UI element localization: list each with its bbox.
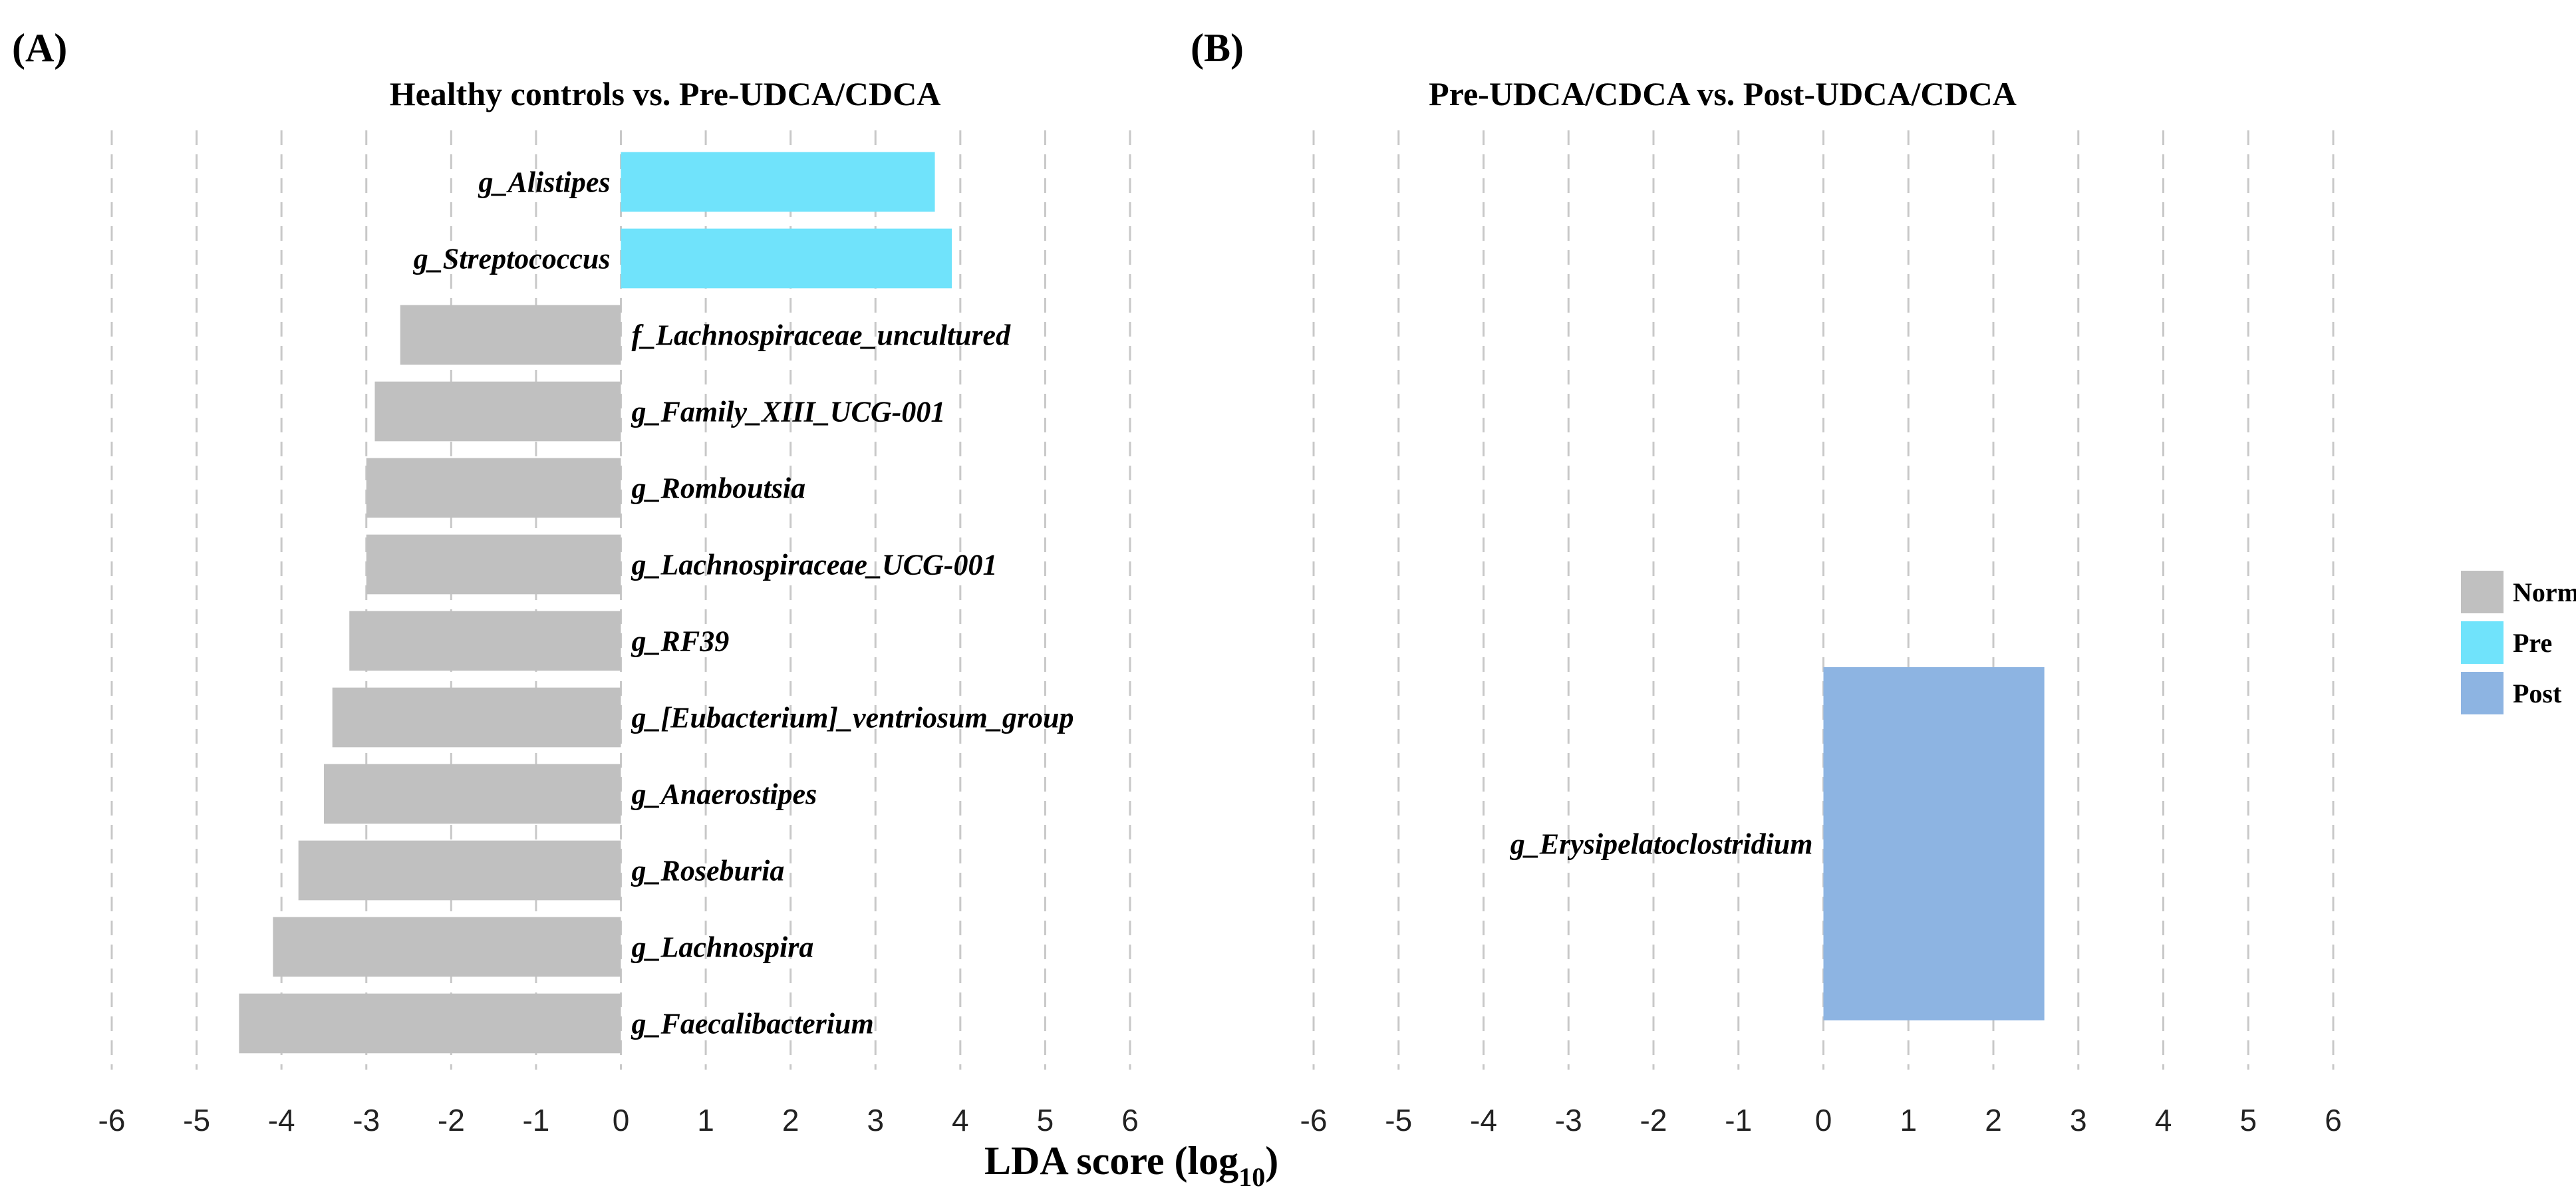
bar — [323, 764, 621, 824]
legend: Normal Pre Post — [2461, 571, 2576, 714]
legend-swatch — [2461, 571, 2504, 613]
bar — [273, 917, 621, 977]
bar-label: g_Alistipes — [478, 166, 610, 199]
legend-label: Pre — [2513, 628, 2552, 658]
legend-swatch — [2461, 621, 2504, 664]
x-tick-label: 2 — [782, 1103, 799, 1137]
x-axis-title-close: ) — [1265, 1139, 1278, 1183]
panel-a: (A) Healthy controls vs. Pre-UDCA/CDCA g… — [12, 26, 1139, 1137]
x-tick-label: 3 — [867, 1103, 884, 1137]
panel-a-bars — [239, 152, 952, 1054]
x-tick-label: 1 — [697, 1103, 714, 1137]
x-tick-label: 5 — [1037, 1103, 1054, 1137]
bar-label: g_Faecalibacterium — [631, 1008, 874, 1040]
panel-a-label: (A) — [12, 26, 67, 70]
x-tick-label: 3 — [2070, 1103, 2087, 1137]
x-tick-label: 4 — [952, 1103, 969, 1137]
panel-b: (B) Pre-UDCA/CDCA vs. Post-UDCA/CDCA g_E… — [1191, 26, 2342, 1137]
x-tick-label: 1 — [1900, 1103, 1917, 1137]
bar — [349, 611, 621, 671]
x-axis-title-main: LDA score (log — [984, 1139, 1238, 1183]
x-axis-title-subscript: 10 — [1238, 1162, 1265, 1192]
x-tick-label: 0 — [613, 1103, 630, 1137]
bar-label: g_Romboutsia — [631, 472, 806, 505]
bar — [366, 534, 621, 595]
x-tick-label: -2 — [1640, 1103, 1667, 1137]
panel-a-title: Healthy controls vs. Pre-UDCA/CDCA — [390, 75, 941, 112]
legend-label: Post — [2513, 678, 2562, 708]
x-tick-label: -5 — [1385, 1103, 1412, 1137]
bar-label: g_RF39 — [631, 625, 730, 658]
bar — [400, 305, 621, 365]
bar-label: g_[Eubacterium]_ventriosum_group — [631, 702, 1074, 734]
x-tick-label: -2 — [438, 1103, 465, 1137]
bar — [239, 993, 621, 1054]
x-tick-label: 6 — [1121, 1103, 1139, 1137]
x-tick-label: 4 — [2155, 1103, 2172, 1137]
x-tick-label: -1 — [522, 1103, 549, 1137]
bar — [366, 458, 621, 518]
panel-b-title: Pre-UDCA/CDCA vs. Post-UDCA/CDCA — [1429, 75, 2017, 112]
bar-label: g_Lachnospiraceae_UCG-001 — [631, 549, 998, 581]
x-tick-label: -6 — [98, 1103, 126, 1137]
bar — [621, 152, 935, 212]
x-tick-label: -3 — [1555, 1103, 1582, 1137]
bar — [621, 228, 952, 289]
bar — [374, 381, 621, 442]
bar — [298, 840, 621, 901]
x-tick-label: -4 — [1470, 1103, 1497, 1137]
panel-a-bar-labels: g_Alistipes g_Streptococcus f_Lachnospirac… — [413, 166, 1074, 1040]
panel-b-x-tick-labels: -6 -5 -4 -3 -2 -1 0 1 2 3 4 5 6 — [1300, 1103, 2342, 1137]
bar — [1823, 667, 2045, 1020]
panel-b-bar-labels: g_Erysipelatoclostridium — [1510, 828, 1813, 861]
bar-label: f_Lachnospiraceae_uncultured — [632, 319, 1012, 352]
x-tick-label: -1 — [1725, 1103, 1752, 1137]
bar-label: g_Streptococcus — [413, 243, 611, 275]
x-tick-label: -3 — [353, 1103, 380, 1137]
x-tick-label: -4 — [268, 1103, 295, 1137]
bar-label: g_Anaerostipes — [631, 778, 817, 811]
panel-b-gridlines — [1312, 130, 2335, 1070]
x-tick-label: 0 — [1815, 1103, 1832, 1137]
legend-label: Normal — [2513, 577, 2576, 607]
x-tick-label: 2 — [1985, 1103, 2002, 1137]
legend-swatch — [2461, 672, 2504, 714]
bar-label: g_Erysipelatoclostridium — [1510, 828, 1813, 861]
x-tick-label: 5 — [2239, 1103, 2257, 1137]
panel-b-label: (B) — [1191, 26, 1244, 70]
x-tick-label: 6 — [2325, 1103, 2342, 1137]
bar — [332, 687, 621, 748]
bar-label: g_Family_XIII_UCG-001 — [631, 396, 946, 428]
panel-a-x-tick-labels: -6 -5 -4 -3 -2 -1 0 1 2 3 4 5 6 — [98, 1103, 1139, 1137]
bar-label: g_Roseburia — [631, 855, 785, 887]
panel-b-bars — [1823, 667, 2045, 1020]
x-tick-label: -5 — [183, 1103, 210, 1137]
x-axis-title: LDA score (log10) — [984, 1139, 1278, 1192]
x-tick-label: -6 — [1300, 1103, 1328, 1137]
bar-label: g_Lachnospira — [631, 931, 814, 964]
